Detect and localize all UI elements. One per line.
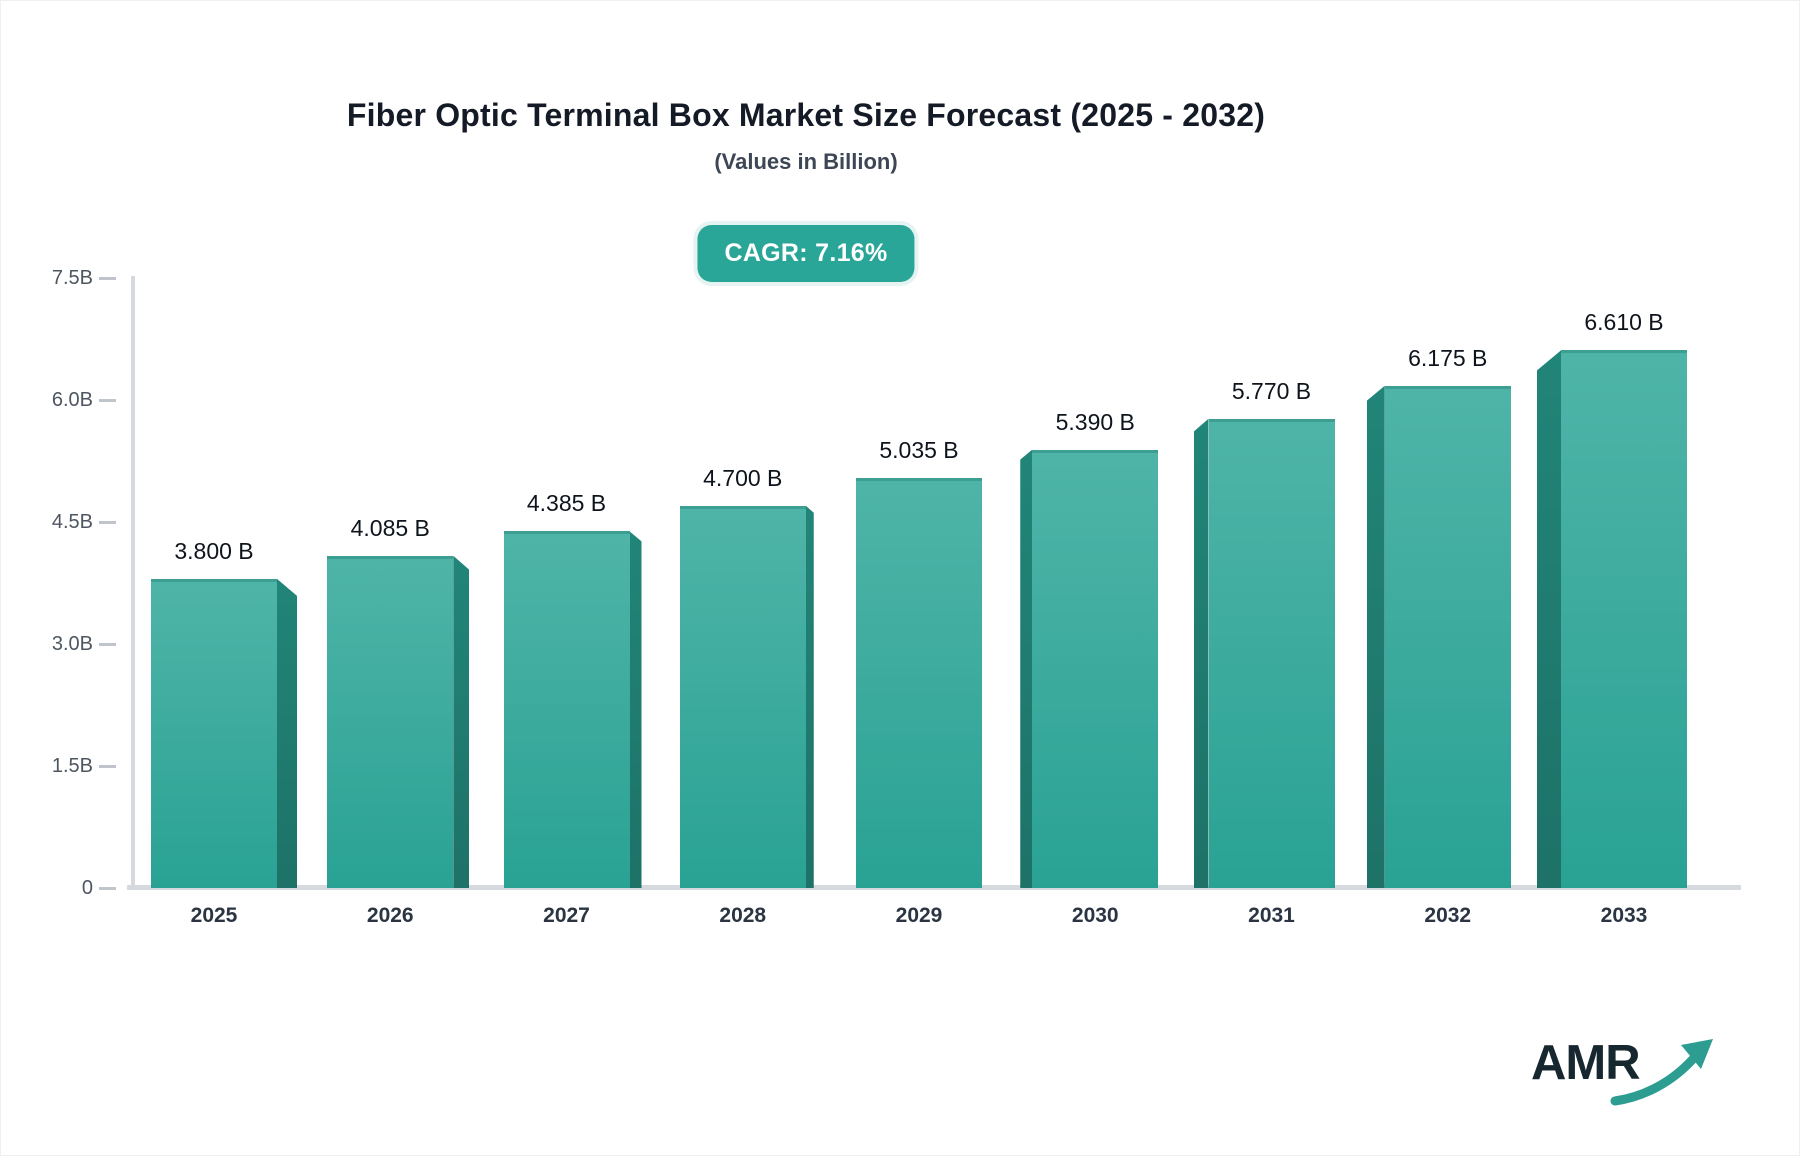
bar-2026 [327,555,454,888]
y-tick-dash [99,642,116,646]
bar-2032 [1384,385,1511,888]
x-tick-label: 2032 [1424,904,1472,927]
bar-2027 [503,531,630,888]
y-tick-dash [99,886,116,890]
y-tick-label: 7.5B [51,267,93,289]
y-tick-dash [99,520,116,524]
x-tick-label: 2027 [543,904,590,927]
bar-side-panel [629,531,642,888]
bar-2029 [856,478,982,888]
y-tick-label: 1.5B [51,755,93,777]
y-tick-label: 3.0B [51,633,93,655]
bar-value-label: 5.390 B [1055,408,1135,435]
cagr-badge: CAGR: 7.16% [697,225,915,282]
y-axis-line [131,276,135,888]
bar-2025 [151,578,277,888]
x-tick-label: 2033 [1600,904,1648,927]
amr-logo-text: AMR [1531,1036,1641,1090]
y-tick-label: 0 [81,877,93,899]
bar-value-label: 4.385 B [526,490,607,517]
y-tick-dash [99,276,116,280]
y-tick-label: 4.5B [51,511,93,533]
chart-title: Fiber Optic Terminal Box Market Size For… [346,97,1266,133]
y-tick-dash [99,398,116,402]
x-tick-label: 2029 [895,904,943,927]
y-tick-dash [99,764,116,768]
bar-2033 [1561,350,1687,888]
chart-subtitle: (Values in Billion) [714,149,898,174]
bar-value-label: 3.800 B [174,537,254,564]
bar-value-label: 6.175 B [1408,344,1488,371]
bar-side-panel [1366,385,1385,888]
bar-side-panel [1193,418,1209,888]
cagr-badge-label: CAGR: 7.16% [724,239,888,267]
x-tick-label: 2031 [1248,904,1295,927]
bar-value-label: 4.700 B [703,464,783,491]
bar-side-panel [277,578,297,888]
x-tick-label: 2030 [1071,904,1119,927]
bar-side-panel [1537,350,1561,888]
bar-2031 [1208,418,1335,888]
bar-side-panel [1020,449,1033,888]
bar-2030 [1032,449,1159,888]
bar-value-label: 4.085 B [350,514,430,541]
bar-side-panel [453,555,470,888]
x-tick-label: 2025 [190,904,238,927]
x-tick-label: 2028 [719,904,767,927]
x-tick-label: 2026 [366,904,414,927]
y-tick-label: 6.0B [51,389,93,411]
bar-value-label: 5.770 B [1231,377,1312,404]
bar-2028 [679,505,806,888]
bar-value-label: 6.610 B [1584,309,1664,336]
bar-value-label: 5.035 B [879,437,959,464]
bar-side-panel [805,505,814,888]
amr-logo-arrow-icon [1610,1039,1713,1106]
amr-logo: AMR [1531,1035,1721,1115]
